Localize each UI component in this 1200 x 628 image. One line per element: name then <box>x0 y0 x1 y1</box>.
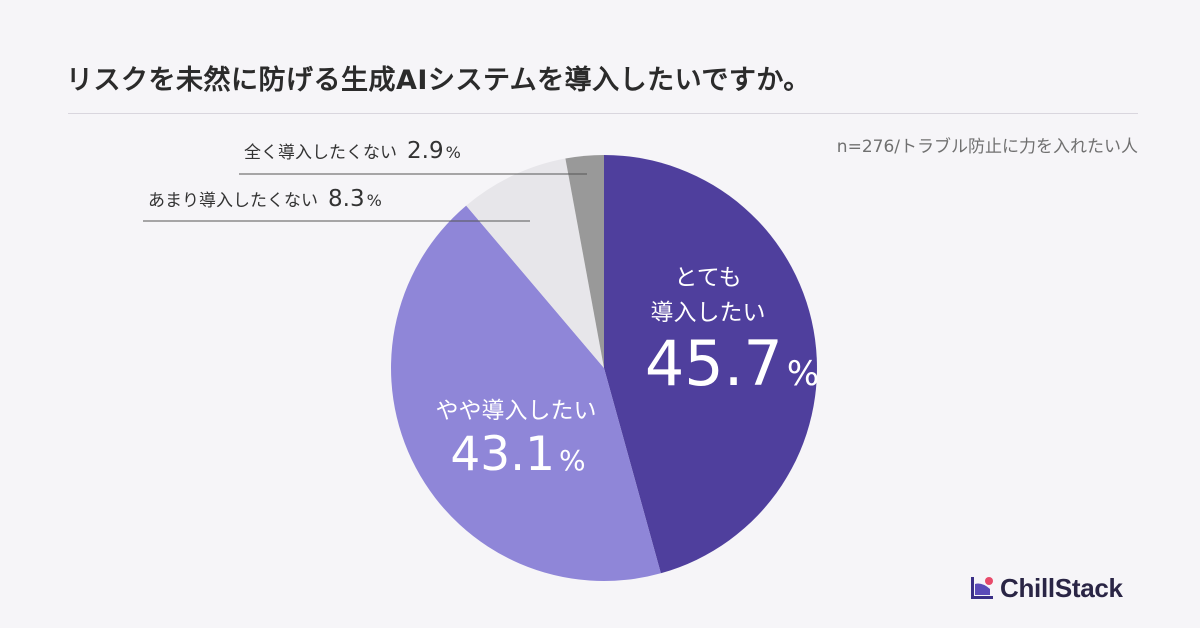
slice-2-value: 43.1 <box>450 427 555 482</box>
pie-slice-3 <box>466 158 604 368</box>
pie-slice-1 <box>604 155 817 574</box>
slice-4-unit: % <box>446 143 461 162</box>
slice-3-unit: % <box>367 191 382 210</box>
slice-1-value-label: 45.7% <box>645 327 819 400</box>
title-divider <box>68 113 1138 114</box>
brand-logo: ChillStack <box>970 572 1123 604</box>
chillstack-logo-icon <box>971 577 993 599</box>
slice-2-label: やや導入したい <box>436 398 597 424</box>
pie-slice-4 <box>565 155 604 368</box>
chart-title: リスクを未然に防げる生成AIシステムを導入したいですか。 <box>66 65 811 96</box>
slice-3-label: あまり導入したくない 8.3% <box>148 186 382 212</box>
slice-1-label: とても <box>674 265 741 291</box>
sample-size-note: n=276/トラブル防止に力を入れたい人 <box>836 137 1138 157</box>
slice-4-category: 全く導入したくない <box>244 143 397 163</box>
brand-name: ChillStack <box>1000 572 1123 603</box>
slice-2-value-label: 43.1% <box>450 427 585 482</box>
slice-1-label: 導入したい <box>651 300 766 326</box>
slice-3-category: あまり導入したくない <box>148 191 318 211</box>
slice-4-label: 全く導入したくない 2.9% <box>244 138 461 164</box>
slice-1-value: 45.7 <box>645 327 783 400</box>
pie-slice-2 <box>391 205 661 581</box>
slice-1-unit: % <box>787 354 819 394</box>
slice-3-value: 8.3 <box>328 186 365 212</box>
slice-2-unit: % <box>559 444 586 477</box>
slice-4-value: 2.9 <box>407 138 444 164</box>
